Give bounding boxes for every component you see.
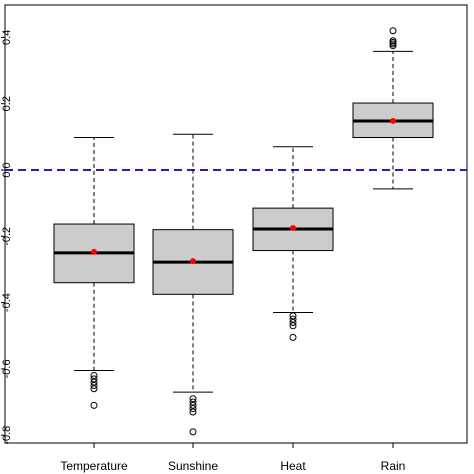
mean-point bbox=[190, 258, 196, 265]
outlier-point bbox=[90, 401, 98, 409]
outlier-point bbox=[289, 333, 297, 341]
boxes-group bbox=[53, 27, 434, 436]
mean-point bbox=[290, 225, 296, 232]
y-tick-label: 0.4 bbox=[1, 30, 13, 45]
mean-point bbox=[91, 248, 97, 255]
outlier-point bbox=[189, 405, 197, 413]
outlier-point bbox=[389, 27, 397, 35]
outlier-point bbox=[90, 385, 98, 393]
outlier-point bbox=[90, 381, 98, 389]
y-tick-label: -0.6 bbox=[1, 359, 13, 378]
box-temperature bbox=[53, 137, 135, 409]
outlier-point bbox=[189, 398, 197, 406]
plot-area-frame bbox=[4, 4, 468, 444]
y-tick-label: -0.4 bbox=[1, 293, 13, 312]
outlier-point bbox=[289, 322, 297, 330]
x-category-label: Temperature bbox=[60, 459, 128, 473]
x-category-label: Sunshine bbox=[168, 459, 218, 473]
box-heat bbox=[252, 146, 334, 341]
outlier-point bbox=[289, 318, 297, 326]
y-tick-label: 0.2 bbox=[1, 96, 13, 111]
outlier-point bbox=[90, 372, 98, 380]
outlier-point bbox=[90, 375, 98, 383]
outlier-point bbox=[189, 401, 197, 409]
outlier-point bbox=[189, 408, 197, 416]
box-sunshine bbox=[152, 133, 234, 436]
x-category-label: Heat bbox=[280, 459, 306, 473]
outlier-point bbox=[90, 378, 98, 386]
outlier-point bbox=[189, 428, 197, 436]
outlier-point bbox=[189, 395, 197, 403]
outlier-point bbox=[289, 315, 297, 323]
outlier-point bbox=[289, 312, 297, 320]
y-axis: -0.8-0.6-0.4-0.20.00.20.4 bbox=[1, 30, 13, 445]
mean-point bbox=[390, 117, 396, 124]
box-rain bbox=[352, 27, 434, 190]
outlier-point bbox=[389, 37, 397, 45]
x-axis: Temperature Sunshine Heat Rain bbox=[60, 443, 405, 473]
y-tick-label: -0.8 bbox=[1, 426, 13, 445]
x-category-label: Rain bbox=[381, 459, 406, 473]
y-tick-label: -0.2 bbox=[1, 227, 13, 246]
